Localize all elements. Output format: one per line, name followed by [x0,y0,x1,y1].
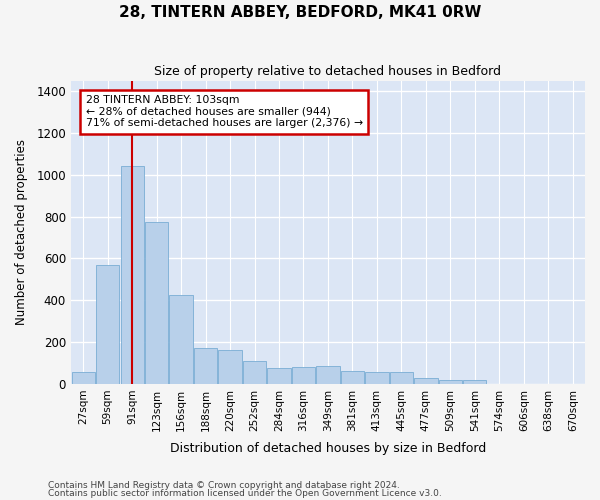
Bar [390,372,413,384]
Bar [439,380,462,384]
Bar [268,368,290,384]
Text: 28 TINTERN ABBEY: 103sqm
← 28% of detached houses are smaller (944)
71% of semi-: 28 TINTERN ABBEY: 103sqm ← 28% of detach… [86,95,363,128]
Bar [365,372,389,384]
Text: Contains HM Land Registry data © Crown copyright and database right 2024.: Contains HM Land Registry data © Crown c… [48,480,400,490]
Text: Contains public sector information licensed under the Open Government Licence v3: Contains public sector information licen… [48,489,442,498]
Y-axis label: Number of detached properties: Number of detached properties [15,139,28,325]
Bar [243,361,266,384]
Bar [169,295,193,384]
Bar [194,348,217,384]
Bar [71,372,95,384]
Bar [121,166,144,384]
Bar [292,367,315,384]
X-axis label: Distribution of detached houses by size in Bedford: Distribution of detached houses by size … [170,442,486,455]
Bar [145,222,168,384]
Title: Size of property relative to detached houses in Bedford: Size of property relative to detached ho… [154,65,502,78]
Bar [463,380,487,384]
Bar [218,350,242,384]
Bar [316,366,340,384]
Bar [414,378,437,384]
Bar [341,372,364,384]
Text: 28, TINTERN ABBEY, BEDFORD, MK41 0RW: 28, TINTERN ABBEY, BEDFORD, MK41 0RW [119,5,481,20]
Bar [96,264,119,384]
